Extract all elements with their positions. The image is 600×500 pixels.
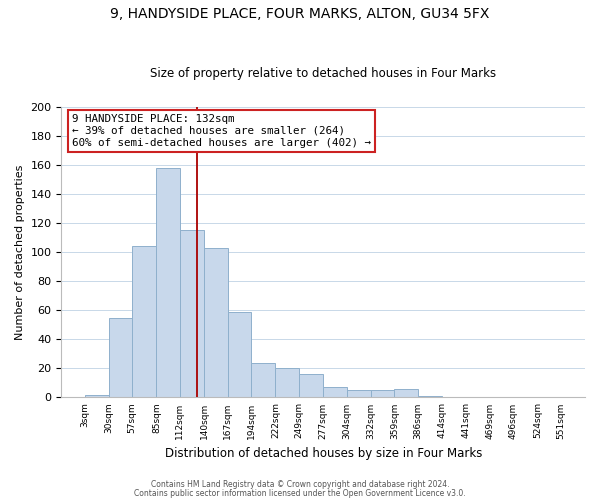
Bar xyxy=(347,390,371,398)
Bar xyxy=(371,390,394,398)
Y-axis label: Number of detached properties: Number of detached properties xyxy=(15,164,25,340)
Text: 9, HANDYSIDE PLACE, FOUR MARKS, ALTON, GU34 5FX: 9, HANDYSIDE PLACE, FOUR MARKS, ALTON, G… xyxy=(110,8,490,22)
Bar xyxy=(227,312,251,398)
Bar xyxy=(323,388,347,398)
Text: 9 HANDYSIDE PLACE: 132sqm
← 39% of detached houses are smaller (264)
60% of semi: 9 HANDYSIDE PLACE: 132sqm ← 39% of detac… xyxy=(72,114,371,148)
Text: Contains public sector information licensed under the Open Government Licence v3: Contains public sector information licen… xyxy=(134,488,466,498)
X-axis label: Distribution of detached houses by size in Four Marks: Distribution of detached houses by size … xyxy=(164,447,482,460)
Bar xyxy=(394,388,418,398)
Bar xyxy=(275,368,299,398)
Bar xyxy=(109,318,132,398)
Bar xyxy=(85,394,109,398)
Text: Contains HM Land Registry data © Crown copyright and database right 2024.: Contains HM Land Registry data © Crown c… xyxy=(151,480,449,489)
Bar xyxy=(204,248,227,398)
Bar xyxy=(180,230,204,398)
Bar xyxy=(251,362,275,398)
Title: Size of property relative to detached houses in Four Marks: Size of property relative to detached ho… xyxy=(150,66,496,80)
Bar xyxy=(418,396,442,398)
Bar xyxy=(157,168,180,398)
Bar xyxy=(299,374,323,398)
Bar xyxy=(132,246,157,398)
